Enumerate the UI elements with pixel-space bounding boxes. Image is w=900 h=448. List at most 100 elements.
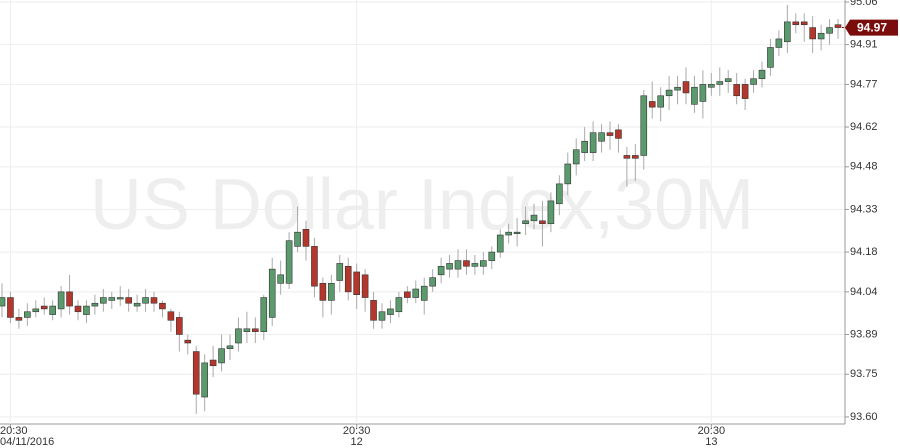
candle-body	[429, 277, 436, 287]
candle-body	[235, 328, 242, 344]
candle-body	[758, 69, 766, 80]
candle-body	[66, 291, 73, 307]
candle-body	[311, 246, 318, 287]
candle-body	[530, 214, 538, 222]
candle-body	[176, 317, 183, 335]
candle-body	[361, 274, 369, 298]
candle-body	[640, 95, 648, 156]
candle-body	[192, 351, 200, 395]
x-date-label: 13	[705, 436, 717, 448]
candle-body	[471, 263, 479, 267]
candle-body	[277, 274, 284, 284]
candle-body	[463, 260, 470, 267]
candle-body	[226, 345, 234, 349]
candle-body	[817, 32, 825, 40]
candle-body	[209, 359, 217, 367]
candle-body	[632, 155, 639, 159]
x-date-label: 04/11/2016	[0, 436, 54, 448]
candle-body	[446, 263, 453, 270]
candle-body	[522, 220, 529, 224]
candle-body	[328, 283, 335, 301]
last-price-label: 94.97	[857, 21, 887, 35]
candle-body	[201, 362, 208, 398]
y-tick-label: 93.89	[850, 328, 878, 340]
candle-body	[91, 302, 99, 307]
candle-body	[74, 305, 82, 313]
candle-body	[615, 129, 622, 139]
candle-body	[792, 21, 800, 26]
candle-body	[716, 81, 724, 85]
candle-body	[40, 305, 48, 310]
candle-body	[387, 308, 394, 315]
y-tick-label: 94.77	[850, 78, 878, 90]
candle-body	[302, 229, 310, 247]
candle-body	[167, 311, 175, 321]
candle-body	[0, 297, 6, 307]
candle-body	[125, 297, 132, 304]
candle-body	[606, 132, 614, 136]
candle-body	[108, 297, 116, 301]
x-tick-label: 20:30	[343, 425, 371, 437]
candle-body	[454, 260, 462, 270]
candle-body	[775, 38, 783, 48]
candle-body	[260, 297, 268, 332]
candle-body	[496, 234, 504, 253]
candle-body	[708, 84, 715, 88]
candle-body	[420, 285, 428, 301]
x-tick-label: 20:30	[698, 425, 726, 437]
candle-body	[32, 308, 40, 313]
candle-body	[682, 81, 690, 94]
candle-body	[437, 265, 445, 276]
candle-body	[488, 251, 496, 261]
candle-body	[83, 305, 90, 315]
candle-body	[378, 311, 386, 321]
candle-body	[767, 47, 774, 68]
candle-body	[57, 291, 65, 310]
candle-body	[116, 297, 124, 300]
candle-body	[505, 231, 512, 236]
candle-body	[750, 78, 757, 85]
candle-body	[133, 302, 141, 307]
candle-body	[784, 21, 791, 43]
candle-body	[319, 283, 327, 301]
candle-body	[353, 271, 360, 295]
y-tick-label: 94.91	[850, 39, 878, 51]
candle-body	[572, 149, 580, 165]
candle-body	[184, 339, 192, 344]
candle-body	[404, 291, 411, 298]
candle-body	[834, 24, 842, 28]
candle-body	[809, 27, 816, 40]
candle-body	[648, 101, 656, 108]
candle-body	[395, 297, 403, 313]
y-tick-label: 93.75	[850, 368, 878, 380]
candle-body	[344, 265, 352, 293]
x-tick-label: 20:30	[0, 425, 28, 437]
y-tick-label: 94.48	[850, 161, 878, 173]
candle-body	[598, 132, 605, 142]
y-tick-label: 94.62	[850, 121, 878, 133]
candle-body	[556, 183, 563, 205]
candle-body	[49, 305, 56, 315]
candle-body	[564, 163, 572, 185]
candle-body	[294, 231, 301, 247]
candle-body	[513, 231, 521, 234]
candle-body	[370, 300, 377, 321]
candle-body	[724, 78, 732, 82]
candle-body	[243, 328, 251, 332]
candle-body	[581, 140, 588, 153]
y-tick-label: 94.33	[850, 203, 878, 215]
candle-body	[268, 268, 276, 318]
candle-body	[547, 200, 555, 224]
candle-body	[7, 297, 14, 318]
candle-body	[218, 348, 225, 364]
candle-body	[539, 220, 546, 224]
candle-body	[691, 86, 698, 105]
candle-body	[150, 297, 158, 304]
candle-body	[674, 86, 681, 91]
last-price-box	[845, 19, 898, 36]
candle-body	[285, 240, 293, 284]
candle-body	[15, 317, 23, 321]
candle-body	[142, 297, 149, 304]
y-tick-label: 93.60	[850, 411, 878, 423]
